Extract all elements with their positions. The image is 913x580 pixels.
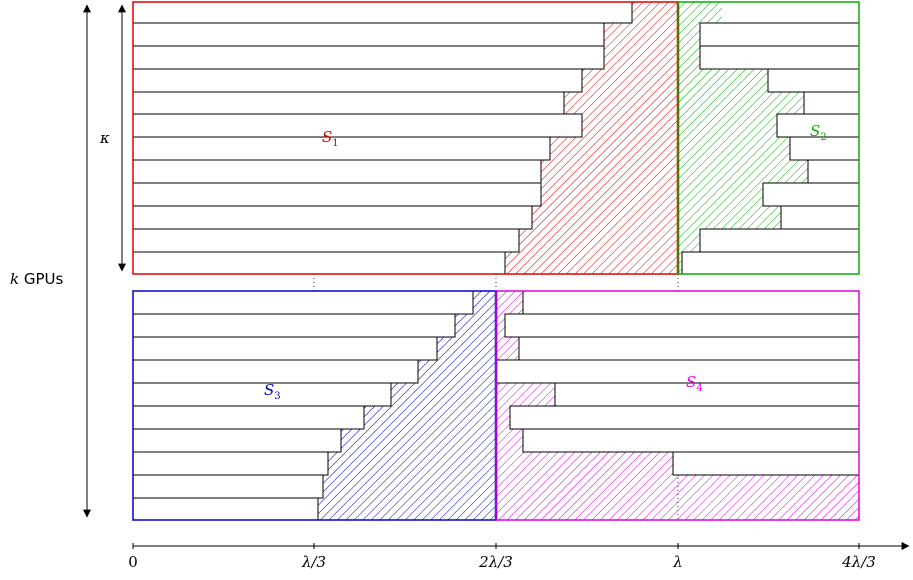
job-bar bbox=[132, 22, 605, 47]
tick-label-lambda-third: λ/3 bbox=[301, 553, 326, 571]
job-bar bbox=[807, 159, 860, 184]
job-bar bbox=[132, 159, 542, 184]
job-bar bbox=[672, 451, 860, 476]
kappa-label: κ bbox=[99, 129, 110, 147]
job-bar bbox=[132, 451, 329, 476]
job-bar bbox=[132, 405, 365, 430]
axis-ticks bbox=[132, 543, 860, 549]
s1-hatched-region bbox=[505, 2, 678, 274]
job-bar bbox=[132, 228, 520, 253]
tick-label-lambda: λ bbox=[672, 553, 683, 571]
job-bar bbox=[132, 91, 565, 115]
job-bar bbox=[132, 359, 419, 384]
job-bar bbox=[132, 382, 392, 407]
job-bar bbox=[699, 45, 860, 70]
s2-job-bars bbox=[681, 22, 860, 275]
job-bar bbox=[132, 313, 456, 338]
job-bar bbox=[767, 68, 860, 93]
s4-hatched-region bbox=[496, 291, 859, 520]
job-bar bbox=[518, 336, 860, 361]
job-bar bbox=[699, 22, 860, 47]
job-bar bbox=[132, 290, 474, 315]
job-bar bbox=[132, 251, 506, 275]
job-bar bbox=[762, 182, 860, 207]
s2-outline bbox=[677, 1, 860, 275]
job-bar bbox=[132, 182, 542, 207]
job-bar bbox=[132, 113, 583, 138]
k-gpus-label: k GPUs bbox=[10, 270, 64, 288]
s4-outline bbox=[495, 290, 860, 521]
s1-job-bars bbox=[132, 1, 633, 275]
job-bar bbox=[132, 45, 605, 70]
s4-job-bars bbox=[495, 290, 860, 476]
s3-hatched-region bbox=[318, 291, 496, 520]
job-bar bbox=[504, 313, 860, 338]
job-bar bbox=[509, 405, 860, 430]
tick-label-0: 0 bbox=[128, 553, 138, 571]
job-bar bbox=[495, 359, 860, 384]
job-bar bbox=[681, 251, 860, 275]
job-bar bbox=[699, 228, 860, 253]
job-bar bbox=[132, 497, 319, 521]
job-bar bbox=[132, 1, 633, 24]
job-bar bbox=[803, 91, 860, 115]
job-bar bbox=[132, 428, 342, 453]
s3-job-bars bbox=[132, 290, 474, 521]
job-bar bbox=[132, 336, 438, 361]
job-bar bbox=[522, 428, 860, 453]
job-bar bbox=[780, 205, 860, 230]
tick-label-four-lambda-third: 4λ/3 bbox=[841, 553, 876, 571]
tick-label-two-lambda-third: 2λ/3 bbox=[478, 553, 513, 571]
job-bar bbox=[132, 68, 583, 93]
job-bar bbox=[132, 474, 324, 499]
job-bar bbox=[554, 382, 860, 407]
job-bar bbox=[522, 290, 860, 315]
job-bar bbox=[132, 136, 551, 161]
job-bar bbox=[132, 205, 533, 230]
